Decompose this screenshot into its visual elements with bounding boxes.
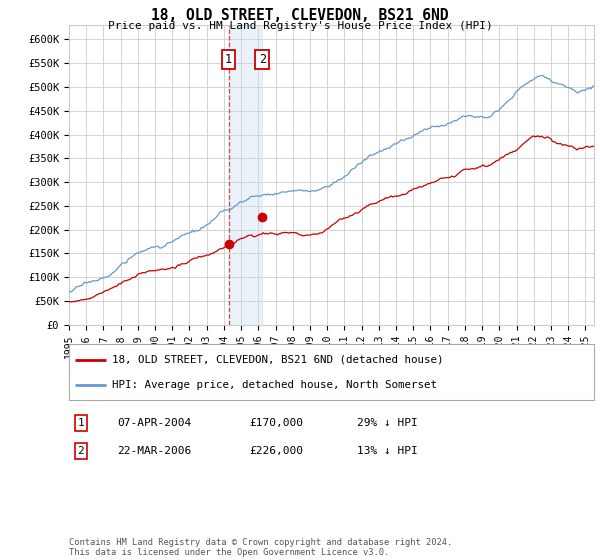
Text: 2: 2 <box>259 53 266 66</box>
Text: 22-MAR-2006: 22-MAR-2006 <box>117 446 191 456</box>
Text: 18, OLD STREET, CLEVEDON, BS21 6ND (detached house): 18, OLD STREET, CLEVEDON, BS21 6ND (deta… <box>112 354 443 365</box>
Text: 07-APR-2004: 07-APR-2004 <box>117 418 191 428</box>
Text: Price paid vs. HM Land Registry's House Price Index (HPI): Price paid vs. HM Land Registry's House … <box>107 21 493 31</box>
Text: 29% ↓ HPI: 29% ↓ HPI <box>357 418 418 428</box>
Text: £226,000: £226,000 <box>249 446 303 456</box>
Text: HPI: Average price, detached house, North Somerset: HPI: Average price, detached house, Nort… <box>112 380 437 390</box>
Text: 1: 1 <box>225 53 232 66</box>
Text: 18, OLD STREET, CLEVEDON, BS21 6ND: 18, OLD STREET, CLEVEDON, BS21 6ND <box>151 8 449 24</box>
Text: Contains HM Land Registry data © Crown copyright and database right 2024.
This d: Contains HM Land Registry data © Crown c… <box>69 538 452 557</box>
Bar <box>229 25 262 325</box>
Text: 2: 2 <box>77 446 85 456</box>
Text: 1: 1 <box>77 418 85 428</box>
Text: 13% ↓ HPI: 13% ↓ HPI <box>357 446 418 456</box>
Text: £170,000: £170,000 <box>249 418 303 428</box>
